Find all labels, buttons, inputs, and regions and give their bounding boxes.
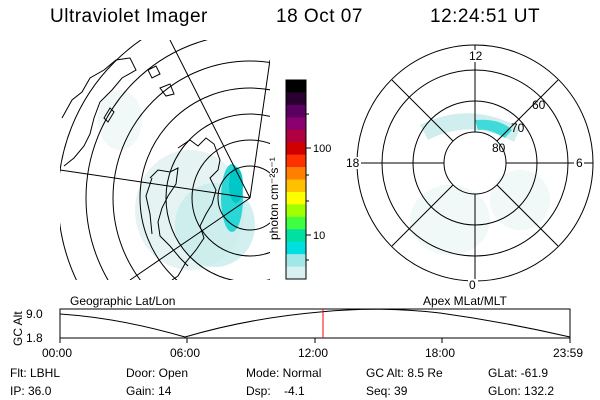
colorbar-tick-100: 100	[313, 143, 331, 155]
colorbar-cell	[286, 117, 306, 131]
timeline-ytick-max: 9.0	[26, 307, 43, 321]
ip-status: IP: 36.0	[10, 384, 52, 398]
timeline-xtick: 18:00	[425, 346, 455, 360]
altitude-timeline: GC Alt 9.0 1.8 00:00 06:00 12:00 18:00 2…	[11, 307, 583, 360]
timeline-ylabel: GC Alt	[11, 311, 25, 346]
coastlines	[61, 57, 221, 280]
mlt-spokes	[357, 45, 593, 281]
colorbar-cell	[286, 229, 306, 243]
timeline-xtick: 12:00	[298, 346, 328, 360]
date-label: 18 Oct 07	[276, 6, 363, 27]
colorbar-cell	[286, 129, 306, 143]
mlt-label-6: 6	[576, 156, 583, 170]
sequence-status: Seq: 39	[366, 384, 408, 398]
colorbar-tick-10: 10	[313, 230, 325, 242]
magnetic-panel-title: Apex MLat/MLT	[423, 294, 507, 308]
gain-status: Gain: 14	[126, 384, 172, 398]
colorbar-cell	[286, 80, 306, 93]
geo-longitude-status: GLon: 132.2	[488, 384, 555, 398]
timeline-xtick: 00:00	[42, 346, 72, 360]
meridian-lines	[60, 40, 270, 280]
colorbar-cell	[286, 191, 306, 205]
door-status: Door: Open	[126, 366, 189, 380]
colorbar-cell	[286, 241, 306, 255]
magnetic-polar-plot: 12 18 6 0 60 70 80	[345, 44, 594, 292]
timeline-xtick: 06:00	[170, 346, 200, 360]
colorbar-cell	[286, 104, 306, 118]
colorbar-unit-label: photon cm⁻²s⁻¹	[267, 157, 281, 240]
aurora-emission-right	[410, 113, 550, 255]
mlat-label-60: 60	[532, 98, 546, 112]
gc-altitude-status: GC Alt: 8.5 Re	[366, 366, 443, 380]
instrument-title: Ultraviolet Imager	[50, 6, 208, 27]
filter-status: Flt: LBHL	[10, 366, 61, 380]
colorbar-cell	[286, 254, 306, 268]
time-label: 12:24:51 UT	[430, 6, 541, 27]
geo-latitude-status: GLat: -61.9	[488, 366, 549, 380]
colorbar-cell	[286, 167, 306, 180]
colorbar-cell	[286, 216, 306, 230]
colorbar-cell	[286, 92, 306, 106]
mode-status: Mode: Normal	[246, 366, 322, 380]
latitude-circles	[60, 40, 270, 280]
colorbar-cell	[286, 154, 306, 168]
dsp-status: Dsp: -4.1	[246, 384, 305, 398]
colorbar-cell	[286, 204, 306, 218]
mlt-label-0: 0	[469, 278, 476, 292]
timeline-xtick: 23:59	[553, 346, 583, 360]
geographic-panel-title: Geographic Lat/Lon	[70, 294, 175, 308]
colorbar-cell	[286, 266, 306, 280]
colorbar: 100 10 photon cm⁻²s⁻¹	[267, 79, 331, 280]
geographic-map	[60, 40, 270, 280]
mlt-label-18: 18	[346, 156, 360, 170]
colorbar-cell	[286, 179, 306, 193]
aurora-emission-left	[98, 90, 255, 270]
timeline-ytick-min: 1.8	[26, 331, 43, 345]
mlt-label-12: 12	[469, 49, 483, 63]
mlat-label-80: 80	[492, 141, 506, 155]
colorbar-cell	[286, 142, 306, 156]
mlat-label-70: 70	[511, 121, 525, 135]
